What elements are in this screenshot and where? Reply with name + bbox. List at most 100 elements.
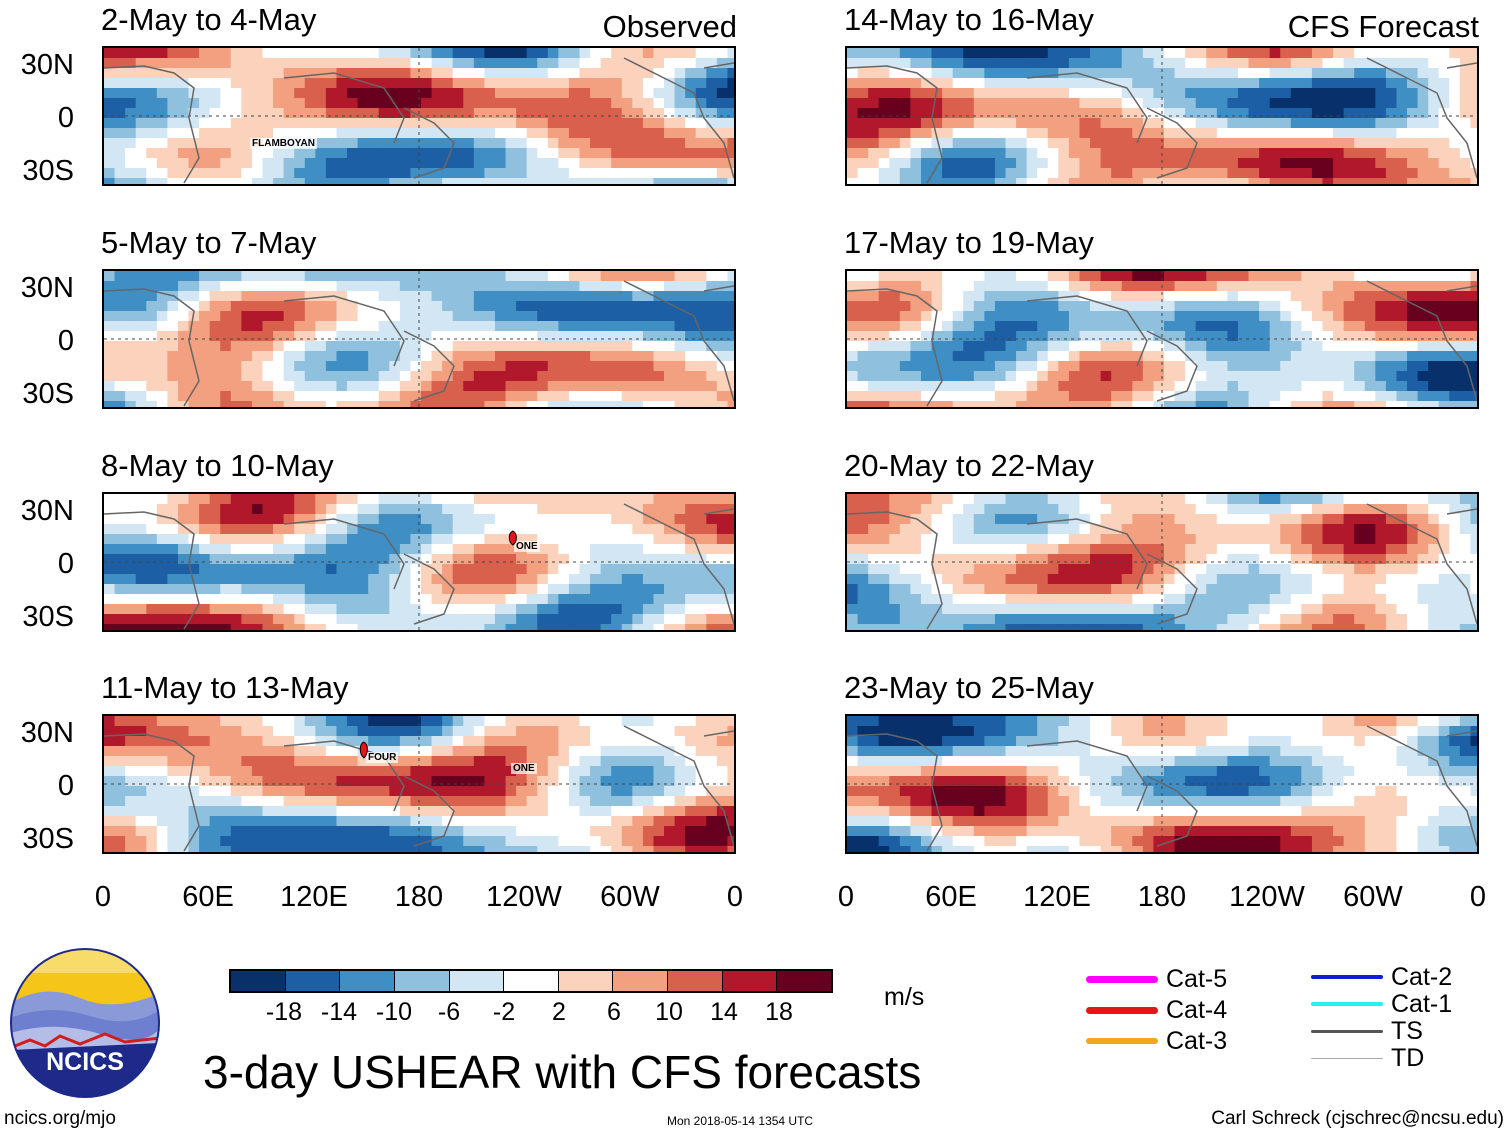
heatmap-cell [1354,178,1366,184]
heatmap-cell [304,331,316,342]
heatmap-cell [1185,381,1197,392]
heatmap-cell [1385,78,1398,89]
heatmap-cell [315,281,327,292]
heatmap-cell [1206,271,1218,282]
heatmap-cell [847,311,859,322]
heatmap-cell [674,391,686,402]
heatmap-cell [664,168,676,179]
heatmap-cell [494,108,507,119]
heatmap-cell [1016,58,1028,69]
heatmap-cell [1206,138,1218,149]
heatmap-cell [952,138,964,149]
heatmap-cell [1280,291,1292,302]
heatmap-cell [1227,341,1239,352]
heatmap-cell [125,108,137,119]
heatmap-cell [537,806,549,817]
heatmap-cell [1280,381,1292,392]
heatmap-cell [632,494,644,505]
heatmap-cell [442,594,454,605]
heatmap-cell [188,494,200,505]
heatmap-cell [1206,371,1218,382]
heatmap-cell [442,776,454,787]
heatmap-cell [1058,331,1070,342]
heatmap-cell [156,624,168,630]
heatmap-cell [378,381,390,392]
heatmap-cell [653,504,665,515]
heatmap-cell [547,361,559,372]
heatmap-cell [1132,331,1144,342]
heatmap-cell [494,746,507,757]
heatmap-cell [1428,291,1440,302]
heatmap-cell [1121,168,1133,179]
heatmap-cell [537,331,549,342]
heatmap-cell [304,68,316,79]
heatmap-cell [664,584,676,595]
heatmap-cell [125,401,137,407]
heatmap-cell [1195,301,1207,312]
heatmap-cell [199,716,211,727]
heatmap-cell [1459,98,1472,109]
heatmap-cell [1459,271,1472,282]
heatmap-cell [304,291,316,302]
heatmap-cell [389,494,401,505]
heatmap-cell [1206,311,1218,322]
heatmap-cell [1322,301,1334,312]
heatmap-cell [452,351,464,362]
heatmap-cell [526,391,538,402]
heatmap-cell [1047,78,1059,89]
heatmap-cell [568,836,581,847]
heatmap-cell [664,361,676,372]
heatmap-cell [847,178,859,184]
heatmap-cell [421,574,433,585]
coastline [1366,57,1477,179]
heatmap-cell [590,614,602,625]
heatmap-cell [727,391,734,402]
heatmap-cell [590,281,602,292]
heatmap-cell [1322,371,1334,382]
heatmap-cell [177,766,190,777]
heatmap-cell [1269,301,1281,312]
heatmap-cell [199,756,211,767]
heatmap-cell [1237,48,1250,59]
heatmap-cell [1259,88,1271,99]
heatmap-cell [421,118,433,129]
heatmap-cell [952,271,964,282]
heatmap-cell [621,78,633,89]
heatmap-cell [505,108,517,119]
heatmap-cell [1237,291,1250,302]
heatmap-cell [1037,138,1049,149]
heatmap-cell [463,311,475,322]
heatmap-cell [315,756,327,767]
heatmap-cell [611,796,623,807]
heatmap-cell [104,494,116,505]
heatmap-cell [568,796,581,807]
heatmap-cell [294,98,306,109]
heatmap-cell [706,806,718,817]
heatmap-cell [963,148,975,159]
heatmap-cell [399,341,412,352]
heatmap-cell [283,604,295,615]
heatmap-cell [347,806,359,817]
heatmap-cell [963,271,975,282]
heatmap-cell [984,118,996,129]
heatmap-cell [368,331,380,342]
heatmap-cell [1090,158,1102,169]
heatmap-cell [526,98,538,109]
heatmap-cell [973,118,985,129]
heatmap-cell [452,98,464,109]
heatmap-cell [1259,371,1271,382]
heatmap-cell [716,846,729,852]
heatmap-cell [727,524,734,535]
heatmap-cell [484,584,496,595]
heatmap-cell [1449,178,1461,184]
heatmap-cell [273,846,285,852]
heatmap-cell [494,381,507,392]
heatmap-cell [230,311,242,322]
heatmap-cell [716,716,729,727]
heatmap-cell [611,178,623,184]
heatmap-cell [1153,351,1165,362]
heatmap-cell [685,158,697,169]
heatmap-cell [209,786,221,797]
heatmap-cell [505,371,517,382]
heatmap-cell [1227,128,1239,139]
